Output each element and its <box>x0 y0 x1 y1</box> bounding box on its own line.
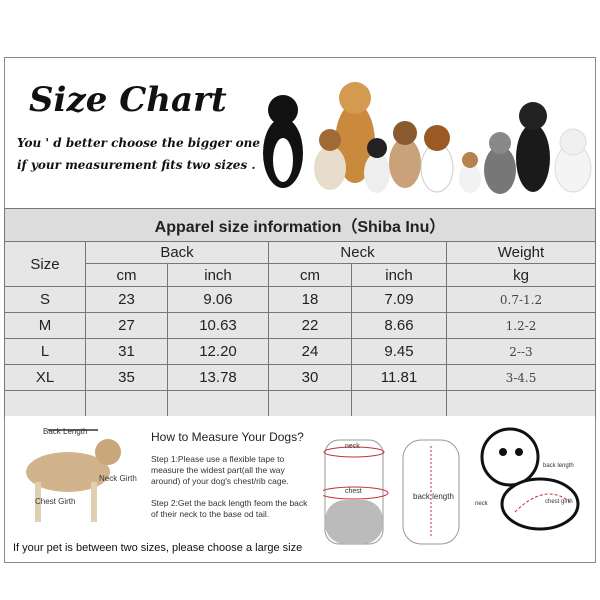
puppy-chest-label: chest girth <box>545 499 573 505</box>
cell-neck-inch: 9.45 <box>351 338 447 365</box>
cell-back-inch: 10.63 <box>167 312 269 339</box>
cell-neck-cm: 18 <box>268 286 352 313</box>
cell-weight-kg: 0.7-1.2 <box>446 286 596 313</box>
cat-white <box>554 128 592 193</box>
cell-neck-inch: 7.09 <box>351 286 447 313</box>
back-header: Back <box>85 241 269 264</box>
table-row: M 27 10.63 22 8.66 1.2-2 <box>4 312 596 339</box>
unit-neck-inch: inch <box>351 263 447 287</box>
cell-size: M <box>4 312 86 339</box>
neck-header: Neck <box>268 241 447 264</box>
cell-neck-cm: 30 <box>268 364 352 391</box>
cell-size: L <box>4 338 86 365</box>
label-neck-girth: Neck Girth <box>99 474 137 483</box>
puppy-outline-illustration <box>480 427 580 531</box>
step-2: Step 2:Get the back length feom the back… <box>151 498 308 519</box>
cell-back-inch: 13.78 <box>167 364 269 391</box>
cell-size: S <box>4 286 86 313</box>
weight-header: Weight <box>446 241 596 264</box>
label-back-length: Back Length <box>43 427 88 436</box>
dog-chihuahua <box>459 152 481 193</box>
table-title: Apparel size information（Shiba Inu） <box>4 208 596 242</box>
cell-back-cm: 27 <box>85 312 168 339</box>
table-row: XL 35 13.78 30 11.81 3-4.5 <box>4 364 596 391</box>
step-1: Step 1:Please use a flexible tape to mea… <box>151 454 289 486</box>
garment-back-label: back length <box>413 492 454 501</box>
cell-back-inch: 9.06 <box>167 286 269 313</box>
puppy-back-label: back length <box>543 463 574 469</box>
size-header: Size <box>4 241 86 287</box>
dog-jack-russell <box>314 129 346 190</box>
garment-neck-label: neck <box>345 443 360 450</box>
table-row: S 23 9.06 18 7.09 0.7-1.2 <box>4 286 596 313</box>
subtitle-line-2: if your measurement fits two sizes . <box>17 158 256 172</box>
cell-neck-inch: 8.66 <box>351 312 447 339</box>
garment-chest-label: chest <box>345 488 362 495</box>
cell-back-inch: 12.20 <box>167 338 269 365</box>
garment-diagrams <box>323 439 460 545</box>
dog-shih-tzu <box>389 121 421 188</box>
cell-weight-kg: 2--3 <box>446 338 596 365</box>
dog-border-collie <box>263 95 303 188</box>
cell-neck-cm: 22 <box>268 312 352 339</box>
subtitle-line-1: You ' d better choose the bigger one <box>17 136 261 150</box>
header-banner: Size Chart You ' d better choose the big… <box>5 58 595 208</box>
cell-size: XL <box>4 364 86 391</box>
cell-back-cm: 23 <box>85 286 168 313</box>
size-table: Apparel size information（Shiba Inu） Size… <box>4 208 596 418</box>
measure-guide: Back Length Neck Girth Chest Girth How t… <box>5 416 595 562</box>
cell-weight-kg: 1.2-2 <box>446 312 596 339</box>
size-note: If your pet is between two sizes, please… <box>13 542 303 554</box>
shiba-dog-illustration <box>26 429 121 522</box>
cell-back-cm: 31 <box>85 338 168 365</box>
dog-small-tricolor <box>364 138 390 193</box>
measure-heading: How to Measure Your Dogs? <box>151 430 304 444</box>
unit-back-cm: cm <box>85 263 168 287</box>
dog-beagle <box>420 125 454 193</box>
dogs-photo-group <box>263 82 592 194</box>
cell-back-cm: 35 <box>85 364 168 391</box>
unit-weight-kg: kg <box>446 263 596 287</box>
dog-french-bulldog <box>516 102 550 192</box>
cell-weight-kg: 3-4.5 <box>446 364 596 391</box>
size-chart: Size Chart You ' d better choose the big… <box>4 57 596 563</box>
empty-row <box>4 390 596 418</box>
unit-neck-cm: cm <box>268 263 352 287</box>
chart-title: Size Chart <box>29 80 227 120</box>
cell-neck-inch: 11.81 <box>351 364 447 391</box>
label-chest-girth: Chest Girth <box>35 497 76 506</box>
cell-neck-cm: 24 <box>268 338 352 365</box>
cat-grey <box>484 132 516 194</box>
table-row: L 31 12.20 24 9.45 2--3 <box>4 338 596 365</box>
unit-back-inch: inch <box>167 263 269 287</box>
puppy-neck-label: neck <box>475 501 488 507</box>
